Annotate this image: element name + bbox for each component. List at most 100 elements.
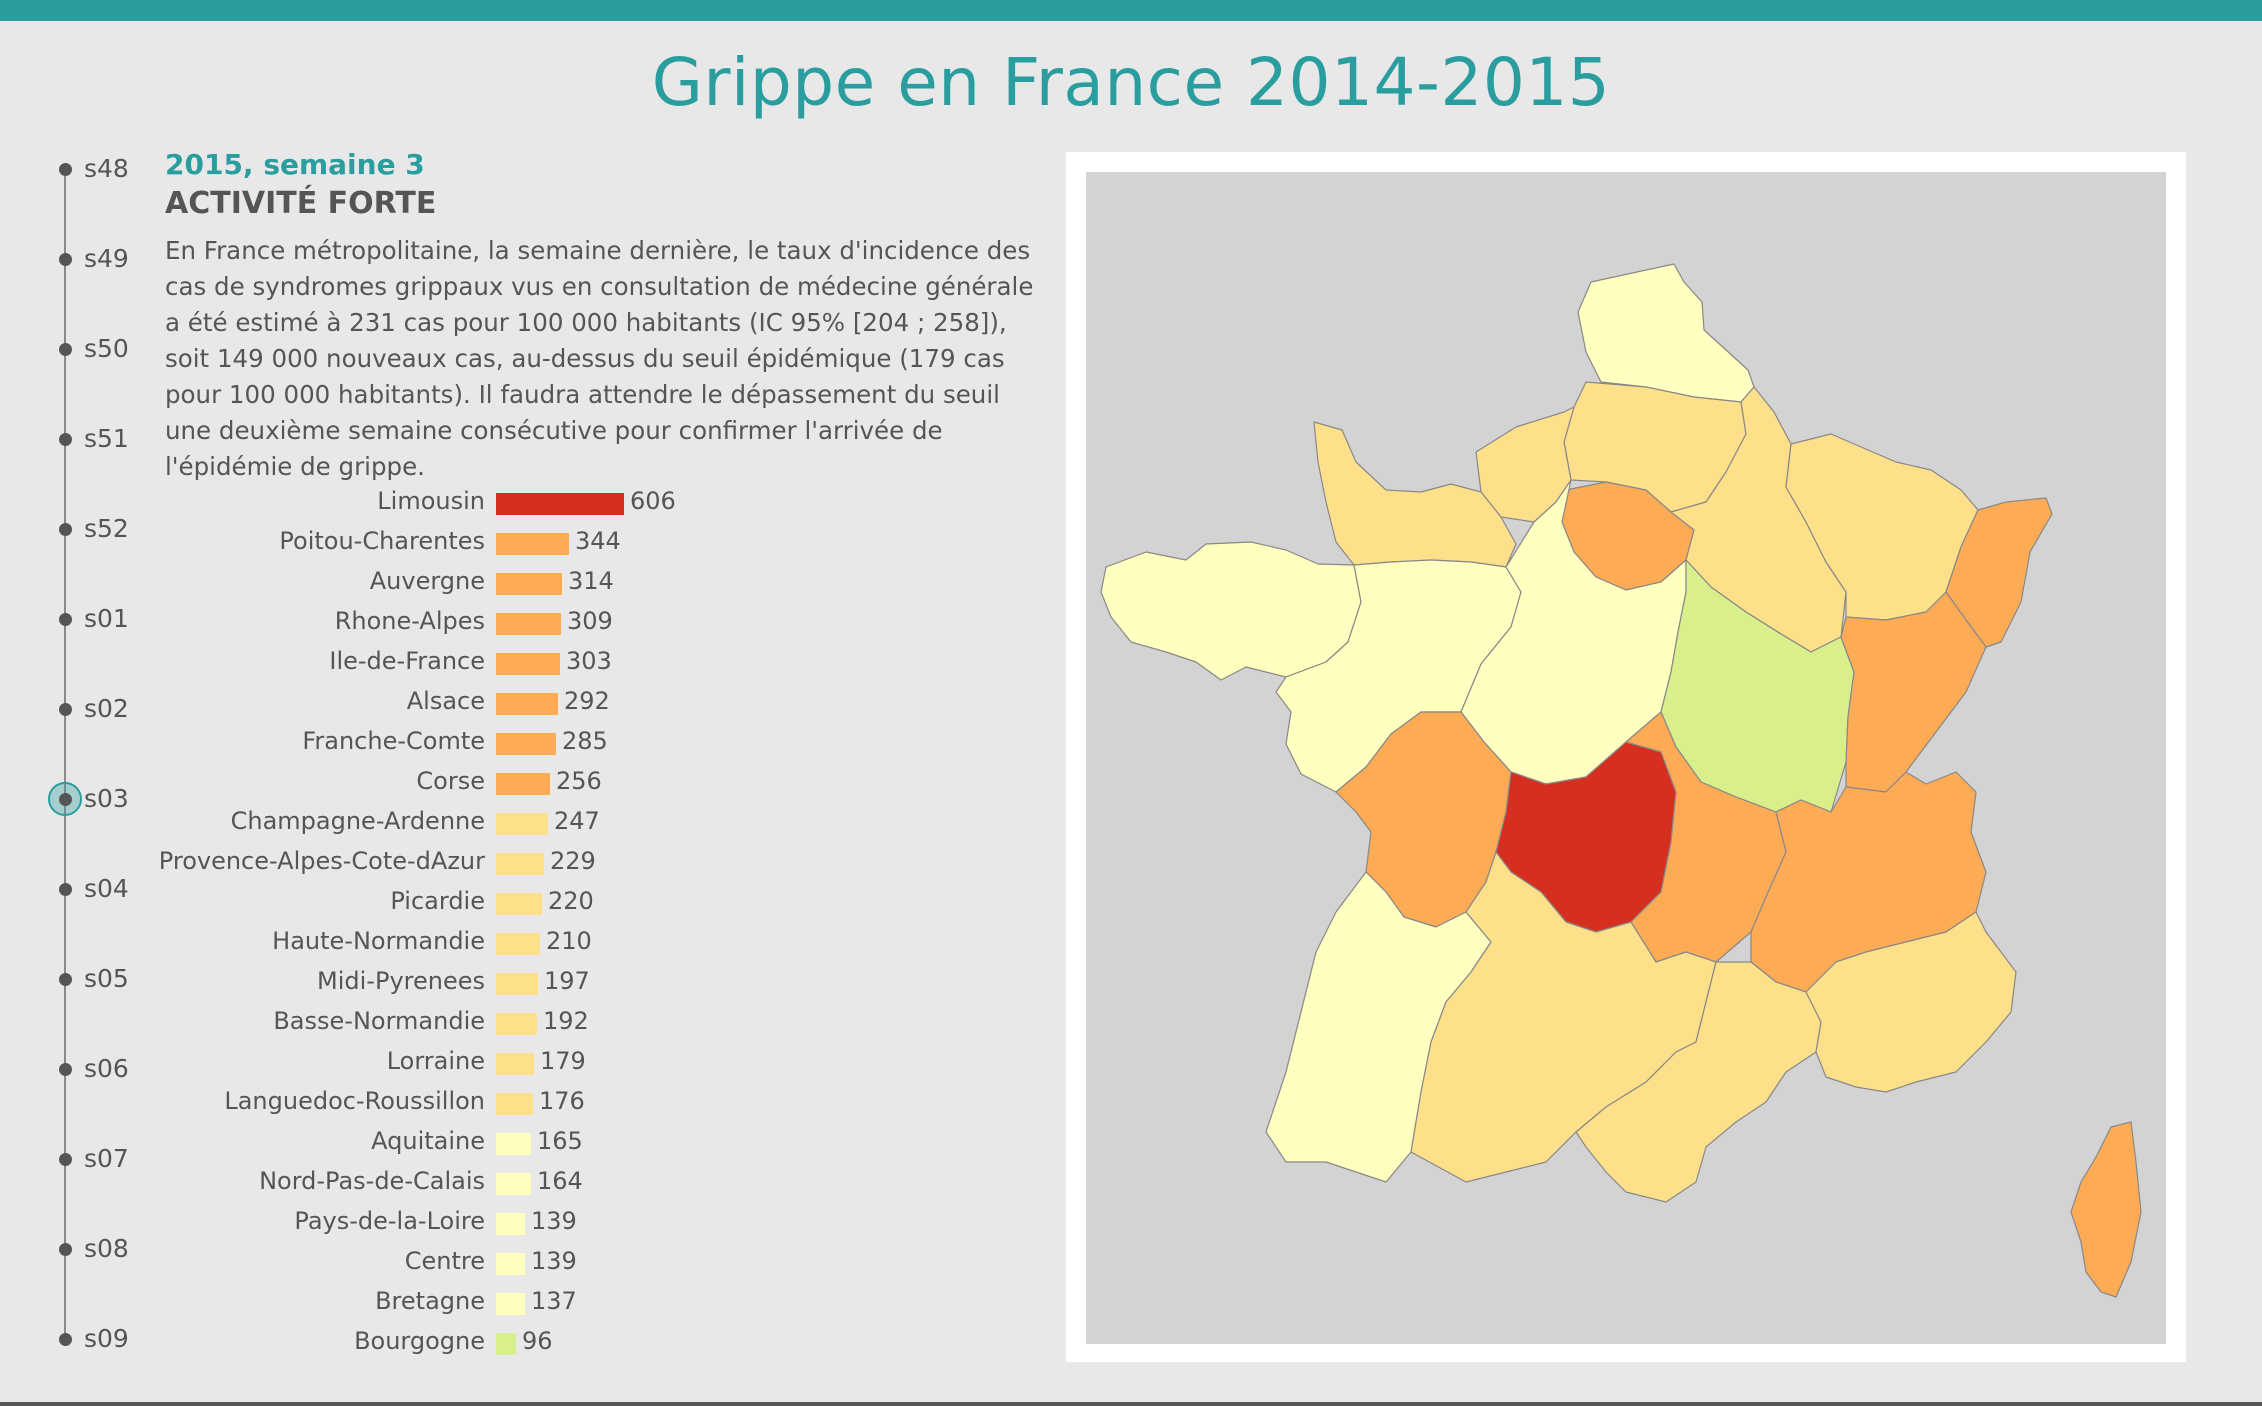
bar-category-label: Limousin [377, 487, 485, 515]
region-provence-alpes-cote-dazur[interactable] [1805, 911, 2017, 1093]
bar-value-label: 314 [568, 567, 614, 595]
region-nord-pas-de-calais[interactable] [1577, 263, 1755, 403]
bar-row: Lorraine 179 [0, 1042, 1040, 1082]
region-bretagne[interactable] [1100, 541, 1362, 681]
bar[interactable] [496, 1253, 525, 1275]
bar-category-label: Pays-de-la-Loire [294, 1207, 485, 1235]
bar-row: Champagne-Ardenne 247 [0, 802, 1040, 842]
region-alsace[interactable] [1945, 497, 2053, 648]
bar-row: Aquitaine 165 [0, 1122, 1040, 1162]
region-franche-comte[interactable] [1840, 591, 1987, 793]
timeline-dot[interactable] [59, 973, 72, 986]
bar-value-label: 285 [562, 727, 608, 755]
timeline-week-label: s01 [84, 604, 129, 633]
region-auvergne[interactable] [1625, 711, 1787, 963]
bar-value-label: 179 [540, 1047, 586, 1075]
bar[interactable] [496, 653, 560, 675]
bar[interactable] [496, 1333, 516, 1355]
timeline-week-s09[interactable]: s09 [40, 1320, 160, 1360]
bar-row: Corse 256 [0, 762, 1040, 802]
bar[interactable] [496, 1213, 525, 1235]
bar-category-label: Poitou-Charentes [279, 527, 485, 555]
timeline-dot[interactable] [59, 253, 72, 266]
timeline-week-label: s09 [84, 1324, 129, 1353]
timeline-week-s04[interactable]: s04 [40, 870, 160, 910]
bar[interactable] [496, 573, 562, 595]
bar[interactable] [496, 973, 538, 995]
timeline-dot[interactable] [59, 1063, 72, 1076]
bar-value-label: 256 [556, 767, 602, 795]
bar-value-label: 303 [566, 647, 612, 675]
bar[interactable] [496, 533, 569, 555]
bar[interactable] [496, 813, 548, 835]
bar-row: Auvergne 314 [0, 562, 1040, 602]
week-description: En France métropolitaine, la semaine der… [165, 236, 1034, 481]
bar[interactable] [496, 1093, 533, 1115]
bar-category-label: Lorraine [386, 1047, 485, 1075]
timeline-week-s02[interactable]: s02 [40, 690, 160, 730]
timeline-dot[interactable] [59, 163, 72, 176]
page-title: Grippe en France 2014-2015 [651, 44, 1611, 121]
bar-category-label: Aquitaine [371, 1127, 485, 1155]
bar-value-label: 220 [548, 887, 594, 915]
bar[interactable] [496, 733, 556, 755]
bar[interactable] [496, 933, 540, 955]
timeline-dot[interactable] [59, 883, 72, 896]
timeline-week-s48[interactable]: s48 [40, 150, 160, 190]
bar[interactable] [496, 1013, 537, 1035]
bar[interactable] [496, 493, 624, 515]
bar[interactable] [496, 773, 550, 795]
timeline-week-s49[interactable]: s49 [40, 240, 160, 280]
timeline-dot[interactable] [59, 1243, 72, 1256]
bar-row: Poitou-Charentes 344 [0, 522, 1040, 562]
week-timeline[interactable]: s48 s49 s50 s51 s52 s01 s02 s03 s04 s05 s06 s07 s08 s… [40, 150, 160, 1370]
timeline-week-s03[interactable]: s03 [40, 780, 160, 820]
bar-row: Ile-de-France 303 [0, 642, 1040, 682]
timeline-week-s06[interactable]: s06 [40, 1050, 160, 1090]
bar[interactable] [496, 1053, 534, 1075]
timeline-dot[interactable] [59, 1333, 72, 1346]
france-map[interactable] [1086, 172, 2166, 1344]
timeline-week-s51[interactable]: s51 [40, 420, 160, 460]
bar[interactable] [496, 1133, 531, 1155]
timeline-week-s50[interactable]: s50 [40, 330, 160, 370]
timeline-dot[interactable] [59, 703, 72, 716]
bar-category-label: Corse [416, 767, 485, 795]
timeline-line [64, 170, 66, 1345]
timeline-dot[interactable] [59, 343, 72, 356]
bar-category-label: Auvergne [369, 567, 485, 595]
timeline-dot[interactable] [59, 613, 72, 626]
bar-value-label: 606 [630, 487, 676, 515]
bar[interactable] [496, 613, 561, 635]
bar[interactable] [496, 853, 544, 875]
timeline-week-label: s07 [84, 1144, 129, 1173]
bar[interactable] [496, 1173, 531, 1195]
bar-category-label: Nord-Pas-de-Calais [259, 1167, 485, 1195]
timeline-week-label: s03 [84, 784, 129, 813]
timeline-week-s01[interactable]: s01 [40, 600, 160, 640]
bar[interactable] [496, 893, 542, 915]
timeline-week-s52[interactable]: s52 [40, 510, 160, 550]
timeline-week-label: s06 [84, 1054, 129, 1083]
france-map-svg[interactable] [1086, 172, 2166, 1344]
bar-row: Alsace 292 [0, 682, 1040, 722]
timeline-dot[interactable] [59, 1153, 72, 1166]
timeline-week-s07[interactable]: s07 [40, 1140, 160, 1180]
region-basse-normandie[interactable] [1313, 421, 1517, 568]
bar[interactable] [496, 693, 558, 715]
bar[interactable] [496, 1293, 525, 1315]
timeline-week-label: s08 [84, 1234, 129, 1263]
timeline-week-s05[interactable]: s05 [40, 960, 160, 1000]
timeline-week-s08[interactable]: s08 [40, 1230, 160, 1270]
timeline-dot[interactable] [59, 433, 72, 446]
timeline-week-label: s05 [84, 964, 129, 993]
timeline-dot[interactable] [59, 793, 72, 806]
bar-value-label: 165 [537, 1127, 583, 1155]
timeline-week-label: s48 [84, 154, 129, 183]
bar-category-label: Bourgogne [354, 1327, 485, 1355]
bar-value-label: 139 [531, 1207, 577, 1235]
timeline-dot[interactable] [59, 523, 72, 536]
bar-category-label: Basse-Normandie [273, 1007, 485, 1035]
region-corse[interactable] [2070, 1121, 2142, 1298]
timeline-week-label: s49 [84, 244, 129, 273]
